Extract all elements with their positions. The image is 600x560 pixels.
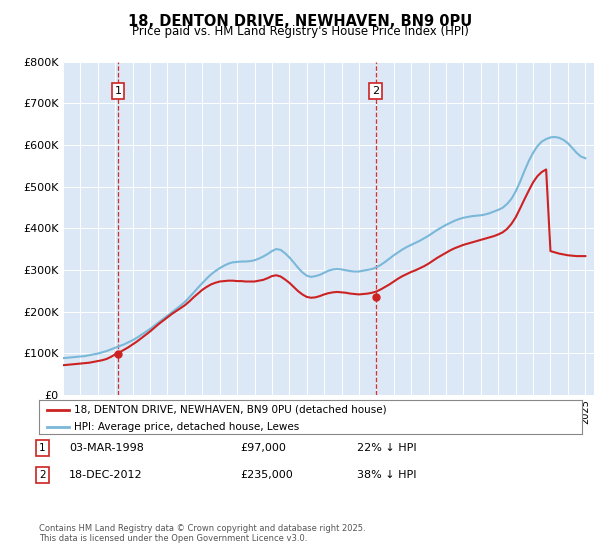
Text: £235,000: £235,000	[240, 470, 293, 480]
Text: 1: 1	[115, 86, 122, 96]
Text: £97,000: £97,000	[240, 443, 286, 453]
Text: 38% ↓ HPI: 38% ↓ HPI	[357, 470, 416, 480]
Text: 2: 2	[372, 86, 379, 96]
Text: 2: 2	[39, 470, 46, 480]
Text: 1: 1	[39, 443, 46, 453]
Text: 03-MAR-1998: 03-MAR-1998	[69, 443, 144, 453]
Text: Contains HM Land Registry data © Crown copyright and database right 2025.
This d: Contains HM Land Registry data © Crown c…	[39, 524, 365, 543]
Text: Price paid vs. HM Land Registry's House Price Index (HPI): Price paid vs. HM Land Registry's House …	[131, 25, 469, 38]
Text: HPI: Average price, detached house, Lewes: HPI: Average price, detached house, Lewe…	[74, 422, 299, 432]
Text: 18, DENTON DRIVE, NEWHAVEN, BN9 0PU: 18, DENTON DRIVE, NEWHAVEN, BN9 0PU	[128, 14, 472, 29]
Text: 18-DEC-2012: 18-DEC-2012	[69, 470, 143, 480]
Text: 18, DENTON DRIVE, NEWHAVEN, BN9 0PU (detached house): 18, DENTON DRIVE, NEWHAVEN, BN9 0PU (det…	[74, 405, 387, 415]
Text: 22% ↓ HPI: 22% ↓ HPI	[357, 443, 416, 453]
